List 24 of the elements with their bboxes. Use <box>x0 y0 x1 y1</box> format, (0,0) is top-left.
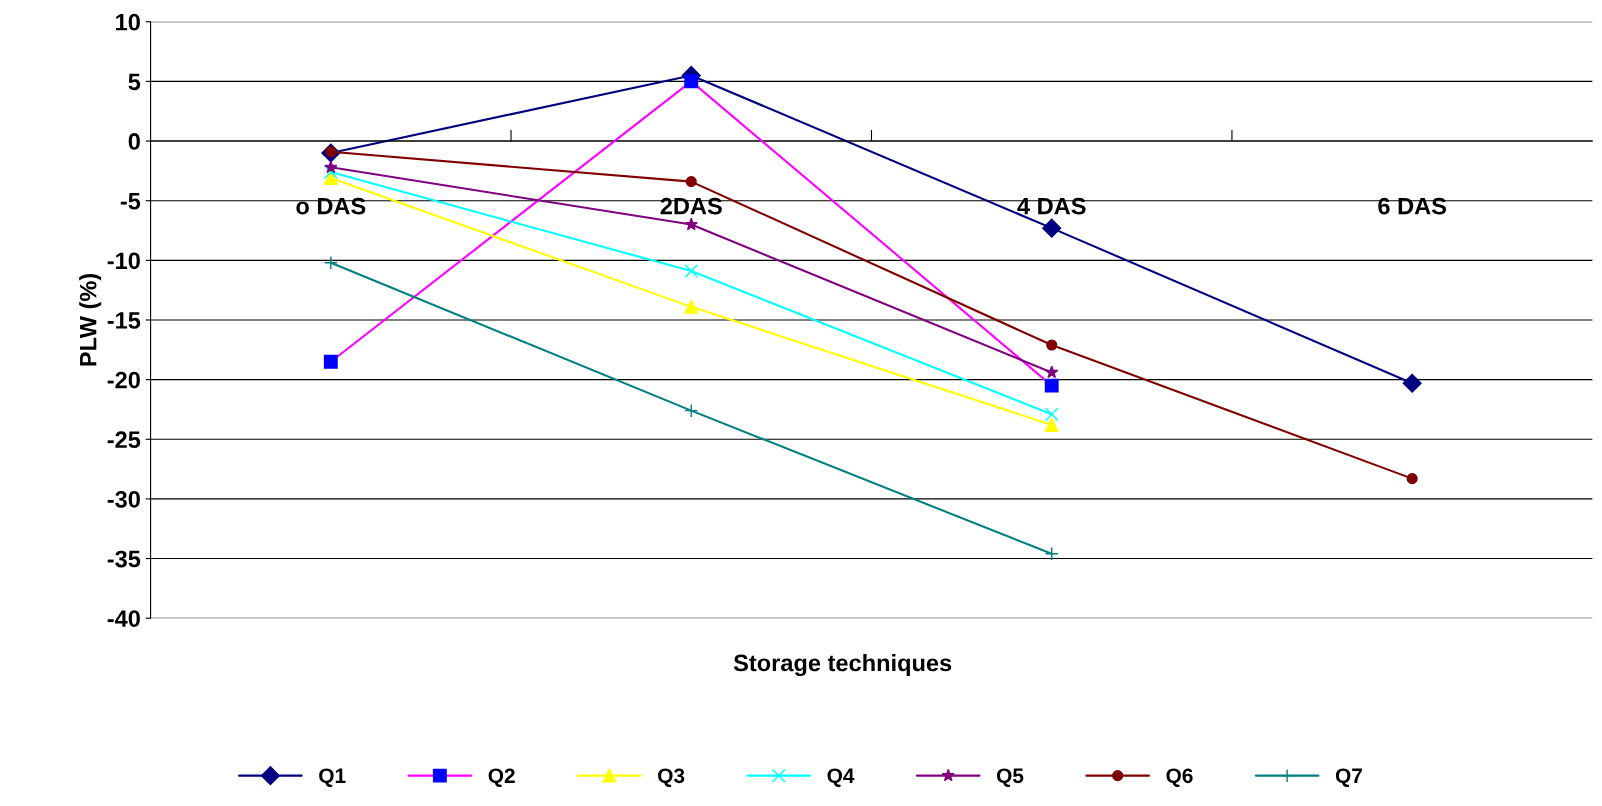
x-tick-label: 6 DAS <box>1378 197 1447 215</box>
y-tick-label: -20 <box>107 371 140 389</box>
y-tick-label: 10 <box>116 13 140 31</box>
y-axis-title: PLW (%) <box>79 273 102 366</box>
y-tick-label: 5 <box>128 73 141 91</box>
legend-label: Q3 <box>658 768 685 788</box>
y-tick-label: -5 <box>120 193 141 210</box>
x-axis-title: Storage techniques <box>733 653 952 677</box>
y-tick-label: -15 <box>107 312 141 329</box>
legend-label: Q6 <box>1166 768 1193 788</box>
x-tick-label: 4 DAS <box>1017 197 1086 215</box>
y-tick-label: 0 <box>128 133 140 150</box>
y-tick-label: -25 <box>107 431 141 449</box>
y-tick-label: -40 <box>107 610 140 627</box>
y-tick-label: -35 <box>107 550 141 568</box>
legend-label: Q7 <box>1335 768 1362 788</box>
legend-label: Q2 <box>488 768 515 788</box>
y-tick-label: -30 <box>107 490 140 508</box>
x-tick-label: 2DAS <box>660 197 722 215</box>
legend-label: Q5 <box>997 768 1024 788</box>
legend-label: Q1 <box>319 768 346 788</box>
x-tick-label: o DAS <box>296 197 366 215</box>
y-tick-label: -10 <box>107 252 140 270</box>
legend-label: Q4 <box>827 768 855 788</box>
